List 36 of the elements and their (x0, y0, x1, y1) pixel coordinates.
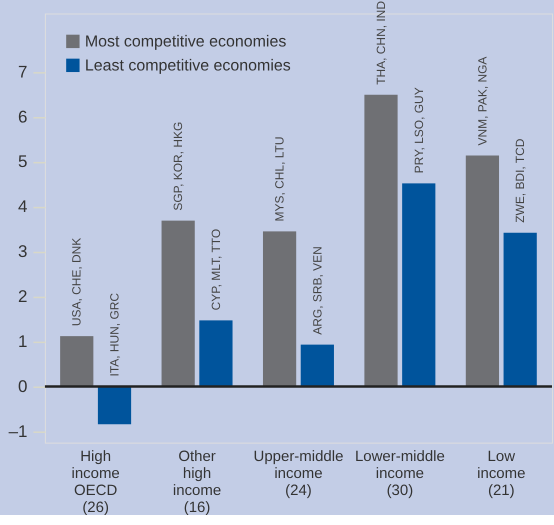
data-label: USA, CHE, DNK (70, 238, 84, 326)
bar (504, 232, 537, 386)
y-tick-label: 6 (18, 107, 28, 126)
y-tick-label: 5 (18, 152, 28, 172)
x-tick-label: High income OECD (26) (71, 448, 120, 516)
data-label: MYS, CHL, LTU (272, 136, 287, 222)
data-label: ZWE, BDI, TCD (513, 138, 528, 223)
bar (162, 220, 195, 386)
x-tick-label: Lower-middle income (30) (354, 448, 445, 500)
y-tick-label: –1 (8, 422, 28, 441)
y-tick-label: 2 (18, 287, 28, 306)
data-label: THA, CHN, IND (374, 0, 388, 85)
y-tick-label: 1 (18, 332, 28, 352)
x-tick-label: Low income (21) (477, 448, 526, 500)
x-tick-label: Upper-middle income (24) (254, 448, 344, 500)
bar (199, 320, 233, 386)
legend-label: Most competitive economies (84, 33, 286, 50)
data-label: PRY, LSO, GUY (412, 87, 426, 174)
legend-label: Least competitive economies (84, 57, 291, 74)
bar (466, 155, 500, 386)
data-label: ITA, HUN, GRC (108, 292, 122, 376)
bar (402, 183, 436, 386)
bar (300, 344, 334, 386)
y-tick-label: 7 (18, 62, 28, 82)
data-label: SGP, KOR, HKG (171, 122, 186, 211)
data-label: VNM, PAK, NGA (475, 56, 490, 146)
x-tick-label: Other high income (16) (172, 448, 222, 516)
bar (98, 386, 132, 424)
y-tick-label: 3 (18, 242, 28, 262)
bar (262, 231, 296, 386)
y-tick-label: 0 (18, 376, 28, 396)
bar (364, 94, 398, 386)
bar (60, 336, 94, 386)
data-label: CYP, MLT, TTO (208, 228, 223, 310)
y-tick-label: 4 (18, 197, 28, 216)
data-label: ARG, SRB, VEN (310, 246, 324, 335)
